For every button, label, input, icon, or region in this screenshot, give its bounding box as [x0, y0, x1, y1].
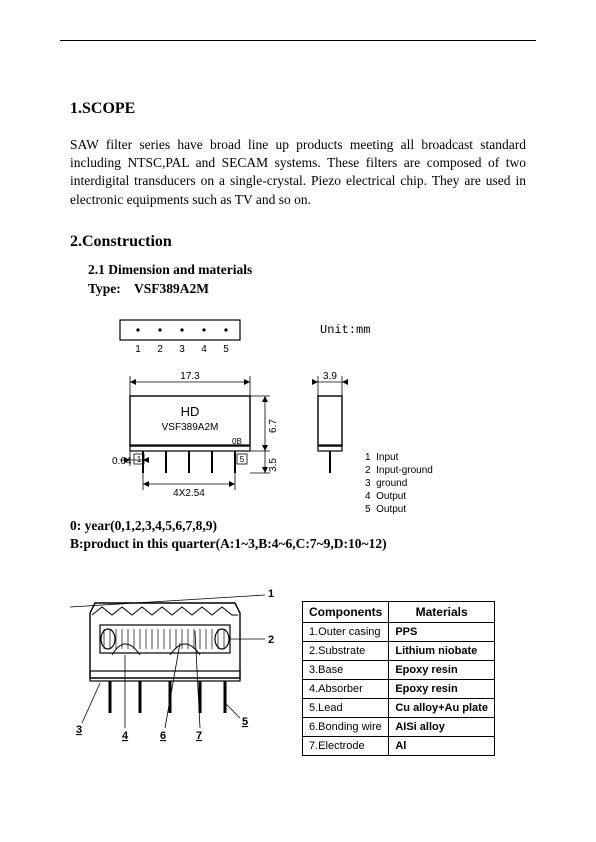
legend-row: 3 ground: [365, 477, 433, 490]
svg-text:1: 1: [137, 455, 142, 464]
table-header: Materials: [389, 602, 495, 623]
pin-legend: 1 Input 2 Input-ground 3 ground 4 Output…: [365, 451, 433, 516]
legend-row: 4 Output: [365, 490, 433, 503]
dimension-drawings: Unit:mm 1 2 3 4 5: [70, 313, 526, 513]
table-row: 5.Lead Cu alloy+Au plate: [303, 699, 495, 718]
pin-strip-diagram: 1 2 3 4 5: [110, 318, 260, 358]
note-line1: 0: year(0,1,2,3,4,5,6,7,8,9): [70, 517, 526, 535]
svg-text:3.5: 3.5: [268, 457, 279, 471]
table-row: 6.Bonding wire AISi alloy: [303, 718, 495, 737]
svg-text:VSF389A2M: VSF389A2M: [162, 422, 219, 433]
svg-text:5: 5: [242, 716, 248, 728]
svg-text:1: 1: [135, 344, 141, 355]
svg-text:0.64: 0.64: [112, 456, 132, 467]
svg-text:HD: HD: [181, 404, 200, 419]
svg-text:6: 6: [160, 730, 166, 742]
svg-text:2: 2: [157, 344, 163, 355]
cutaway-diagram: 1 2 3 4 5 6 7: [70, 583, 280, 743]
svg-text:5: 5: [240, 455, 245, 464]
type-value: VSF389A2M: [134, 281, 209, 296]
lower-block: 1 2 3 4 5 6 7 Components Materials: [70, 583, 526, 763]
table-row: 7.Electrode Al: [303, 737, 495, 756]
svg-text:4: 4: [122, 730, 129, 742]
note-line2: B:product in this quarter(A:1~3,B:4~6,C:…: [70, 535, 526, 553]
front-view-diagram: 17.3 HD VSF389A2M 0B 6.7: [100, 368, 300, 503]
table-row: 2.Substrate Lithium niobate: [303, 642, 495, 661]
heading-scope: 1.SCOPE: [70, 100, 526, 118]
svg-text:17.3: 17.3: [180, 371, 200, 382]
unit-label: Unit:mm: [320, 323, 370, 337]
svg-text:4X2.54: 4X2.54: [173, 488, 205, 499]
svg-text:4: 4: [201, 344, 207, 355]
content-area: 1.SCOPE SAW filter series have broad lin…: [70, 100, 526, 763]
components-table: Components Materials 1.Outer casing PPS …: [302, 601, 495, 756]
type-prefix: Type:: [88, 281, 121, 296]
svg-text:1: 1: [268, 588, 274, 600]
legend-row: 5 Output: [365, 503, 433, 516]
heading-construction: 2.Construction: [70, 233, 526, 251]
type-line: Type: VSF389A2M: [88, 280, 526, 299]
date-code-notes: 0: year(0,1,2,3,4,5,6,7,8,9) B:product i…: [70, 517, 526, 553]
table-header-row: Components Materials: [303, 602, 495, 623]
header-rule: [60, 40, 536, 41]
legend-row: 1 Input: [365, 451, 433, 464]
svg-text:3: 3: [76, 724, 82, 736]
svg-text:0B: 0B: [232, 437, 242, 446]
svg-text:6.7: 6.7: [268, 418, 279, 432]
svg-text:3.9: 3.9: [323, 371, 337, 382]
legend-row: 2 Input-ground: [365, 464, 433, 477]
subheading-dimensions: 2.1 Dimension and materials: [88, 261, 526, 280]
table-row: 3.Base Epoxy resin: [303, 661, 495, 680]
table-row: 4.Absorber Epoxy resin: [303, 680, 495, 699]
svg-text:5: 5: [223, 344, 229, 355]
table-row: 1.Outer casing PPS: [303, 623, 495, 642]
page: 1.SCOPE SAW filter series have broad lin…: [0, 0, 596, 842]
table-header: Components: [303, 602, 389, 623]
svg-text:3: 3: [179, 344, 185, 355]
svg-text:7: 7: [196, 730, 202, 742]
svg-text:2: 2: [268, 634, 274, 646]
scope-paragraph: SAW filter series have broad line up pro…: [70, 136, 526, 209]
